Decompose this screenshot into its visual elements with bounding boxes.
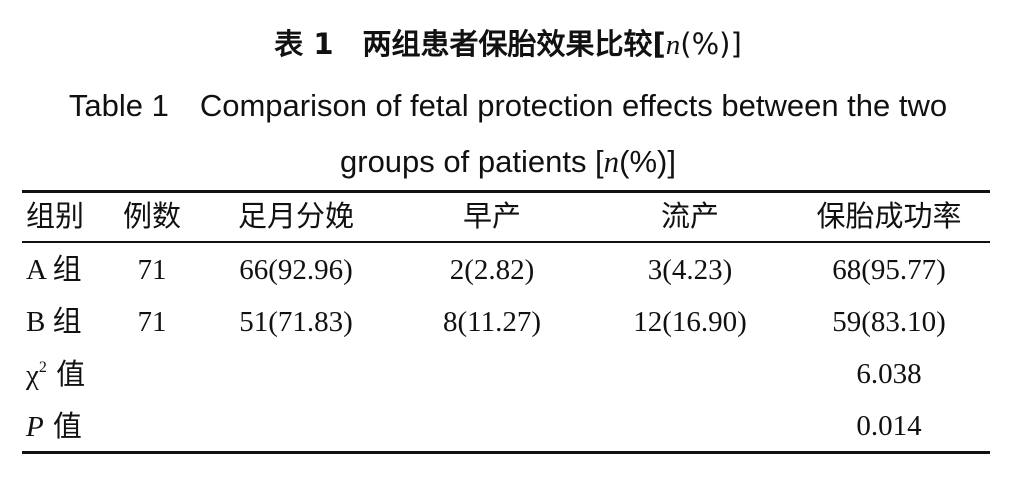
header-full-term: 足月分娩 [237, 199, 354, 233]
table-row-a-miscarriage: 3(4.23) [647, 254, 733, 286]
table-top-rule [22, 190, 990, 193]
chi2-label: χ2 值 [26, 357, 86, 391]
table-row-a-count: 71 [137, 254, 167, 286]
header-preterm: 早产 [462, 199, 521, 233]
table-row-b-success: 59(83.10) [832, 306, 946, 338]
header-success-rate: 保胎成功率 [816, 199, 962, 233]
header-count: 例数 [122, 199, 181, 233]
table-row-b-full-term: 51(71.83) [239, 306, 353, 338]
table-row-b-preterm: 8(11.27) [443, 306, 541, 338]
table-title-en-line1: Table 1 Comparison of fetal protection e… [68, 88, 948, 123]
header-miscarriage: 流产 [660, 199, 719, 233]
chi2-value: 6.038 [856, 358, 922, 390]
table-header-rule [22, 241, 990, 243]
p-value: 0.014 [856, 410, 922, 442]
table-row-a-full-term: 66(92.96) [239, 254, 353, 286]
header-group: 组别 [26, 199, 85, 233]
table-row-a-success: 68(95.77) [832, 254, 946, 286]
table-row-a-group: A 组 [26, 254, 82, 286]
table-row-b-group: B 组 [26, 306, 82, 338]
table-row-b-miscarriage: 12(16.90) [633, 306, 747, 338]
table-bottom-rule [22, 451, 990, 454]
table-row-a-preterm: 2(2.82) [449, 254, 535, 286]
table-title-en-line2: groups of patients [n(%)] [340, 144, 676, 179]
table-title-cn: 表 1 两组患者保胎效果比较[n(%)] [274, 27, 742, 61]
p-label: P 值 [26, 409, 82, 443]
table-row-b-count: 71 [137, 306, 167, 338]
